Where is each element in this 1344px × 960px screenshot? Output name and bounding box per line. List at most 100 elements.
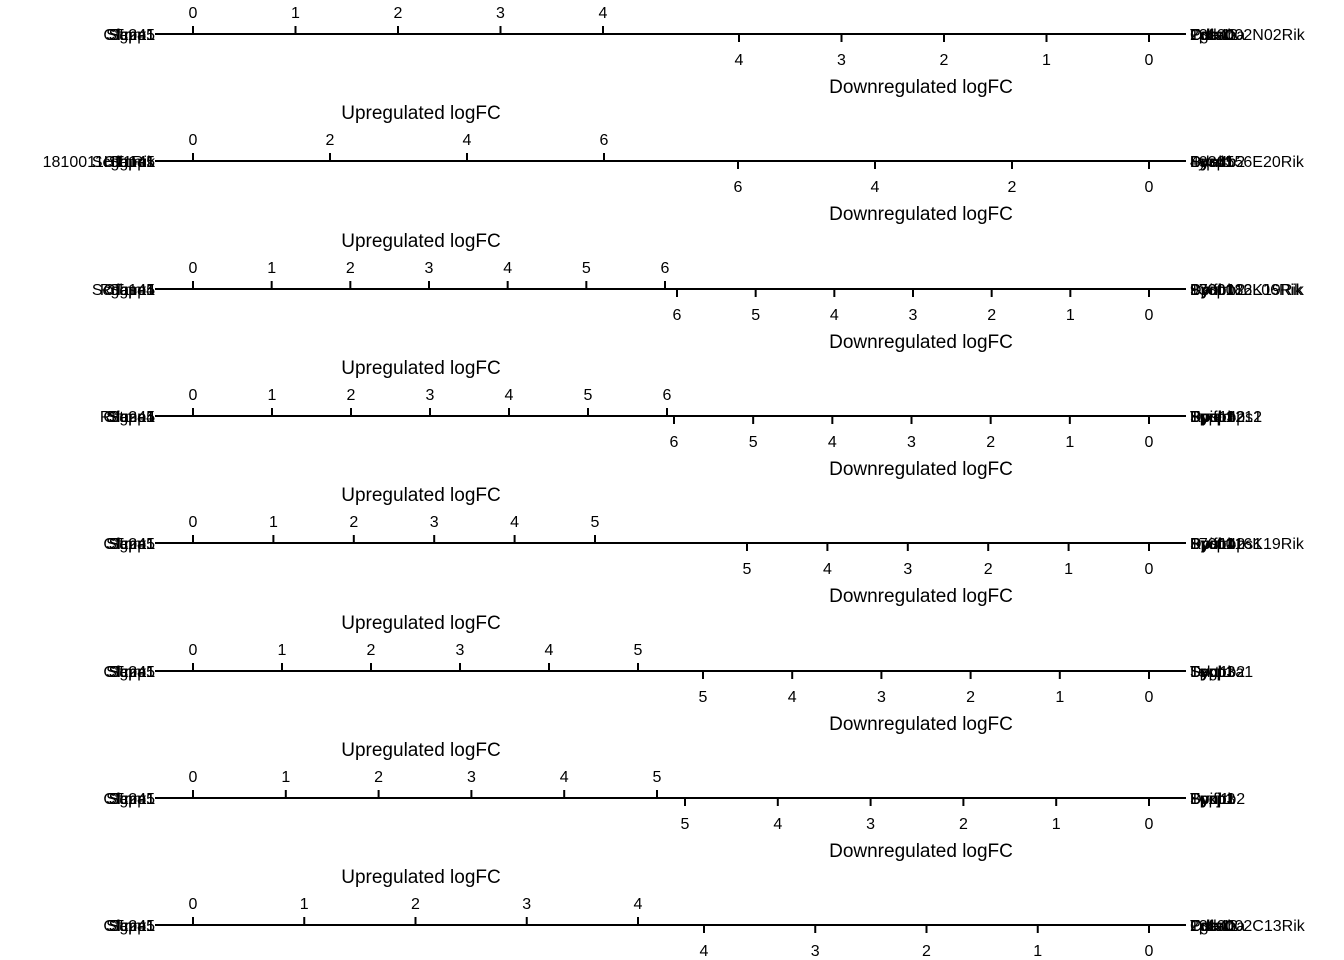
up-gene-label: Scgb1a1 bbox=[92, 154, 155, 171]
up-tick-label: 5 bbox=[653, 769, 662, 786]
up-tick-label: 4 bbox=[503, 260, 512, 277]
up-gene-label: Sgpp1 bbox=[109, 409, 155, 426]
down-gene-label: Dynlrb2 bbox=[1190, 282, 1245, 299]
up-tick-label: 1 bbox=[268, 387, 277, 404]
up-tick-label: 1 bbox=[281, 769, 290, 786]
up-tick-label: 0 bbox=[189, 5, 198, 22]
up-gene-label: Cfap45 bbox=[103, 154, 155, 171]
down-tick-label: 0 bbox=[1145, 179, 1154, 196]
down-gene-label: Sycp1 bbox=[1190, 791, 1235, 808]
down-tick-label: 2 bbox=[966, 689, 975, 706]
down-gene-label: Rps14ps1 bbox=[1190, 409, 1262, 426]
down-gene-label: Sycp1 bbox=[1190, 409, 1235, 426]
down-gene-label: Scgb3a1 bbox=[1190, 664, 1253, 681]
down-tick-label: 6 bbox=[670, 434, 679, 451]
down-tick-label: 3 bbox=[903, 561, 912, 578]
up-tick-label: 2 bbox=[349, 514, 358, 531]
down-axis-title: Downregulated logFC bbox=[829, 332, 1013, 353]
panel-8: 0 1 2 3 4 Upregulated logFC 0 1 2 3 4 Tnnt1Cfap45Sg… bbox=[103, 867, 1305, 960]
down-tick-label: 1 bbox=[1055, 689, 1064, 706]
down-axis-title: Downregulated logFC bbox=[829, 459, 1013, 480]
down-axis-title: Downregulated logFC bbox=[829, 204, 1013, 225]
down-tick-label: 4 bbox=[830, 307, 839, 324]
up-tick-label: 4 bbox=[463, 132, 472, 149]
up-gene-label: Cfap45 bbox=[103, 282, 155, 299]
up-gene-label: Cfap45 bbox=[103, 664, 155, 681]
up-gene-label: Stmn1 bbox=[109, 791, 155, 808]
down-gene-label: Lypd1 bbox=[1190, 154, 1233, 171]
up-tick-label: 5 bbox=[584, 387, 593, 404]
down-gene-label: 2310002C13Rik bbox=[1190, 918, 1306, 935]
up-gene-label: Cfap45 bbox=[103, 791, 155, 808]
down-gene-label: Tgfb1 bbox=[1190, 918, 1231, 935]
down-gene-label: Dynlrb2 bbox=[1190, 536, 1245, 553]
up-gene-label: Sgpp1 bbox=[109, 664, 155, 681]
up-gene-label: Sgpp1 bbox=[109, 918, 155, 935]
down-tick-label: 0 bbox=[1145, 434, 1154, 451]
down-tick-label: 6 bbox=[673, 307, 682, 324]
down-gene-label: Sycp1 bbox=[1190, 536, 1235, 553]
up-gene-label: Stmn1 bbox=[109, 664, 155, 681]
up-axis-title: Upregulated logFC bbox=[341, 485, 500, 506]
up-gene-label: Rnase4 bbox=[100, 282, 155, 299]
down-axis-title: Downregulated logFC bbox=[829, 77, 1013, 98]
up-gene-label: Tnnt1 bbox=[114, 282, 155, 299]
down-gene-label: Tppp3 bbox=[1190, 664, 1235, 681]
up-gene-label: Stmn1 bbox=[109, 27, 155, 44]
down-gene-label: Bpifb1 bbox=[1190, 282, 1235, 299]
down-gene-label: Cdkn1a bbox=[1190, 27, 1245, 44]
down-axis-title: Downregulated logFC bbox=[829, 714, 1013, 735]
down-tick-label: 5 bbox=[681, 816, 690, 833]
up-gene-label: Cfap45 bbox=[103, 27, 155, 44]
up-tick-label: 0 bbox=[189, 514, 198, 531]
down-gene-label: 9330182L06Rik bbox=[1190, 282, 1303, 299]
down-tick-label: 1 bbox=[1042, 52, 1051, 69]
up-gene-label: Slc2a1 bbox=[106, 918, 155, 935]
down-tick-label: 5 bbox=[699, 689, 708, 706]
down-gene-label: Dynlrb2 bbox=[1190, 154, 1245, 171]
up-tick-label: 3 bbox=[456, 642, 465, 659]
up-gene-label: Cfap45 bbox=[103, 918, 155, 935]
down-gene-label: Rps14ps1 bbox=[1190, 536, 1262, 553]
down-gene-label: Sycp1 bbox=[1190, 664, 1235, 681]
down-tick-label: 4 bbox=[735, 52, 744, 69]
up-gene-label: Cfap45 bbox=[103, 536, 155, 553]
down-gene-label: Tppp3 bbox=[1190, 409, 1235, 426]
down-gene-label: Sycp1 bbox=[1190, 282, 1235, 299]
down-gene-label: 2310002N02Rik bbox=[1190, 27, 1306, 44]
down-gene-label: 4930556E20Rik bbox=[1190, 154, 1305, 171]
down-gene-label: Pde4b bbox=[1190, 27, 1236, 44]
up-axis-title: Upregulated logFC bbox=[341, 867, 500, 888]
up-tick-label: 0 bbox=[189, 260, 198, 277]
up-tick-label: 3 bbox=[425, 260, 434, 277]
up-gene-label: Cfap45 bbox=[103, 409, 155, 426]
up-gene-label: Sgpp1 bbox=[109, 27, 155, 44]
down-gene-label: Cdkn1a bbox=[1190, 918, 1245, 935]
up-gene-label: Slc2a1 bbox=[106, 409, 155, 426]
down-gene-label: Tgfb1 bbox=[1190, 27, 1231, 44]
down-gene-label: Pde4b bbox=[1190, 918, 1236, 935]
down-axis-title: Downregulated logFC bbox=[829, 841, 1013, 862]
down-tick-label: 1 bbox=[1033, 943, 1042, 960]
up-gene-label: 1810011H11Rik bbox=[43, 154, 156, 171]
up-gene-label: Slc2a1 bbox=[106, 664, 155, 681]
up-gene-label: Tnnt1 bbox=[114, 27, 155, 44]
down-gene-label: Foxj1 bbox=[1190, 791, 1229, 808]
down-gene-label: Tppp3 bbox=[1190, 791, 1235, 808]
up-tick-label: 1 bbox=[278, 642, 287, 659]
up-tick-label: 1 bbox=[291, 5, 300, 22]
down-tick-label: 5 bbox=[751, 307, 760, 324]
up-gene-label: Sgpp1 bbox=[109, 154, 155, 171]
down-tick-label: 1 bbox=[1052, 816, 1061, 833]
panel-2: 0 2 4 6 Upregulated logFC 0 2 4 6 Downregulated l… bbox=[43, 103, 1305, 225]
up-tick-label: 1 bbox=[300, 896, 309, 913]
up-tick-label: 0 bbox=[189, 769, 198, 786]
up-gene-label: Slc2a1 bbox=[106, 27, 155, 44]
up-tick-label: 2 bbox=[411, 896, 420, 913]
up-tick-label: 4 bbox=[560, 769, 569, 786]
up-tick-label: 4 bbox=[510, 514, 519, 531]
up-tick-label: 2 bbox=[374, 769, 383, 786]
down-tick-label: 3 bbox=[907, 434, 916, 451]
down-tick-label: 1 bbox=[1065, 434, 1074, 451]
up-tick-label: 3 bbox=[430, 514, 439, 531]
